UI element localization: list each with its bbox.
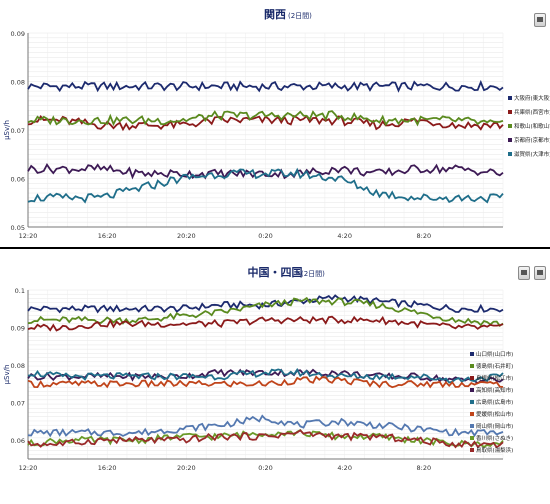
- y-tick-label: 0.07: [11, 400, 25, 408]
- y-tick-label: 0.06: [11, 437, 25, 445]
- series-line: [27, 296, 504, 328]
- legend-swatch: [470, 352, 474, 356]
- x-tick-label: 0:20: [258, 464, 273, 472]
- x-tick-label: 12:20: [19, 232, 38, 240]
- y-tick-label: 0.05: [11, 224, 25, 232]
- legend-swatch: [470, 424, 474, 428]
- kansai-chart: 関西 (2日間) 0.05 0.06 0.07 0.08 0.09 12:20 16:20 20:…: [3, 8, 550, 240]
- chart-title: 関西: [264, 8, 286, 21]
- legend-label: 鳥取県(湯梨浜): [476, 446, 513, 454]
- series-line: [27, 375, 504, 389]
- y-tick-label: 0.09: [11, 30, 25, 38]
- legend-label: 岡山県(岡山市): [476, 422, 513, 430]
- series-line: [27, 315, 504, 332]
- x-tick-label: 8:20: [417, 232, 432, 240]
- series-line: [27, 167, 504, 204]
- y-tick-label: 0.08: [11, 79, 25, 87]
- legend-swatch: [470, 400, 474, 404]
- y-tick-label: 0.06: [11, 176, 25, 184]
- legend-label: 山口県(山口市): [476, 350, 513, 358]
- x-tick-label: 4:20: [337, 232, 352, 240]
- x-tick-label: 12:20: [19, 464, 38, 472]
- legend-swatch: [470, 364, 474, 368]
- x-tick-label: 16:20: [98, 232, 117, 240]
- series-line: [27, 162, 504, 180]
- x-tick-label: 4:20: [337, 464, 352, 472]
- legend-swatch: [508, 110, 512, 114]
- legend-label: 島根県(松江市): [476, 374, 513, 382]
- legend-label: 兵庫県(西宮市): [514, 108, 550, 116]
- print-icon[interactable]: [534, 266, 546, 280]
- chugoku-shikoku-chart-panel: 中国・四国 (2日間) 0.06 0.07 0.08 0.09 0.1 12:20 16:20 2…: [0, 252, 550, 500]
- series-line: [27, 414, 504, 438]
- legend-swatch: [508, 152, 512, 156]
- chugoku-shikoku-chart: 中国・四国(2日間) 0.06 0.07 0.08 0.09 0.1 12:20 16:20 2…: [3, 265, 513, 472]
- x-tick-label: 20:20: [177, 232, 196, 240]
- x-tick-label: 0:20: [258, 232, 273, 240]
- y-tick-label: 0.08: [11, 362, 25, 370]
- x-tick-label: 16:20: [98, 464, 117, 472]
- series-line: [27, 367, 504, 384]
- series-line: [27, 79, 504, 93]
- export-icon[interactable]: [518, 266, 530, 280]
- legend-label: 香川県(さぬき): [476, 434, 513, 442]
- series-line: [27, 429, 504, 449]
- series-line: [27, 110, 504, 127]
- chart-title: 中国・四国: [248, 265, 303, 279]
- legend-label: 広島県(広島市): [476, 398, 513, 406]
- legend-label: 和歌山(和歌山市): [514, 122, 550, 130]
- legend-swatch: [508, 96, 512, 100]
- y-axis-label: µSv/h: [3, 365, 11, 385]
- legend-label: 京都府(京都市): [514, 136, 550, 144]
- legend-swatch: [470, 376, 474, 380]
- x-tick-label: 8:20: [417, 464, 432, 472]
- chart-subtitle: (2日間): [288, 12, 312, 20]
- legend-swatch: [470, 436, 474, 440]
- chart-subtitle: (2日間): [301, 270, 325, 278]
- y-tick-label: 0.09: [11, 325, 25, 333]
- panel-divider: [0, 247, 550, 249]
- kansai-chart-panel: 関西 (2日間) 0.05 0.06 0.07 0.08 0.09 12:20 16:20 20:…: [0, 0, 550, 248]
- legend-label: 高知県(高知市): [476, 386, 513, 394]
- y-axis-label: µSv/h: [3, 120, 11, 140]
- legend-label: 愛媛県(松山市): [476, 410, 513, 418]
- legend-swatch: [470, 448, 474, 452]
- y-tick-label: 0.1: [15, 287, 25, 295]
- y-tick-label: 0.07: [11, 127, 25, 135]
- legend-label: 大阪府(東大阪): [514, 94, 550, 102]
- plot-grid: [27, 32, 504, 228]
- x-tick-label: 20:20: [177, 464, 196, 472]
- legend-label: 徳島県(石井町): [476, 362, 513, 370]
- print-icon[interactable]: [534, 13, 546, 27]
- legend-swatch: [508, 124, 512, 128]
- legend-label: 滋賀県(大津市): [514, 150, 550, 158]
- series-line: [27, 294, 504, 314]
- legend-swatch: [508, 138, 512, 142]
- legend-swatch: [470, 412, 474, 416]
- series-line: [27, 368, 504, 385]
- legend-swatch: [470, 388, 474, 392]
